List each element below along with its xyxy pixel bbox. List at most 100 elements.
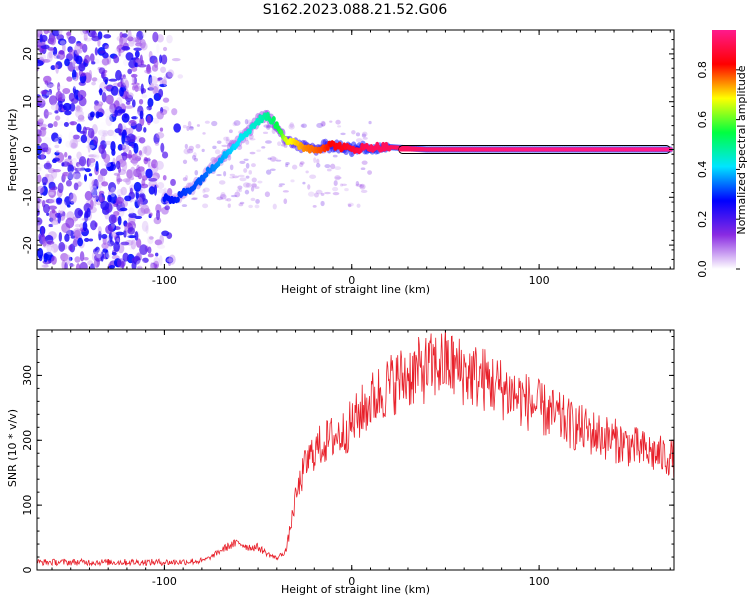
heatmap-cell bbox=[71, 69, 77, 81]
heatmap-cell bbox=[347, 203, 352, 208]
heatmap-cell bbox=[40, 90, 48, 95]
heatmap-cell bbox=[265, 124, 271, 130]
heatmap-cell bbox=[125, 52, 134, 61]
heatmap-cell bbox=[361, 133, 367, 138]
heatmap-cell bbox=[332, 186, 339, 192]
heatmap-cell bbox=[115, 231, 125, 236]
heatmap-cell bbox=[102, 130, 109, 137]
heatmap-cell bbox=[148, 74, 153, 86]
heatmap-cell bbox=[54, 110, 59, 114]
x-tick-label: -100 bbox=[152, 575, 177, 588]
heatmap-cell bbox=[44, 251, 53, 261]
snr-x-axis-label: Height of straight line (km) bbox=[281, 583, 430, 596]
heatmap-cell bbox=[64, 233, 70, 242]
heatmap-cell bbox=[582, 147, 585, 152]
heatmap-cell bbox=[37, 95, 47, 102]
heatmap-cell bbox=[50, 103, 60, 111]
heatmap-cell bbox=[69, 193, 77, 204]
heatmap-cell bbox=[225, 136, 230, 142]
snr-plot-frame bbox=[36, 329, 675, 571]
heatmap-cell bbox=[47, 47, 55, 51]
spectrogram-y-axis-label: Frequency (Hz) bbox=[6, 109, 19, 192]
heatmap-cell bbox=[160, 66, 167, 73]
heatmap-cell bbox=[40, 154, 45, 160]
heatmap-cell bbox=[612, 147, 615, 152]
heatmap-cell bbox=[88, 69, 93, 80]
heatmap-cell bbox=[531, 147, 534, 152]
heatmap-cell bbox=[38, 95, 42, 103]
heatmap-cell bbox=[101, 242, 109, 250]
heatmap-cell bbox=[107, 194, 112, 203]
heatmap-cell bbox=[91, 35, 100, 42]
heatmap-cell bbox=[188, 126, 194, 131]
heatmap-cell bbox=[182, 177, 188, 182]
heatmap-cell bbox=[93, 199, 97, 207]
heatmap-cell bbox=[482, 147, 486, 152]
heatmap-cell bbox=[47, 123, 54, 129]
heatmap-cell bbox=[602, 147, 606, 152]
heatmap-cell bbox=[216, 140, 222, 144]
heatmap-cell bbox=[57, 49, 65, 60]
heatmap-cell bbox=[134, 231, 139, 241]
heatmap-cell bbox=[428, 147, 431, 152]
heatmap-cell bbox=[142, 257, 149, 263]
y-tick-label: 100 bbox=[21, 495, 34, 516]
heatmap-cell bbox=[452, 147, 456, 152]
y-tick-label: -20 bbox=[21, 236, 34, 254]
heatmap-cell bbox=[181, 204, 188, 208]
heatmap-cell bbox=[186, 125, 190, 131]
heatmap-cell bbox=[351, 130, 356, 135]
heatmap-cell bbox=[122, 151, 128, 161]
heatmap-cell bbox=[84, 168, 91, 173]
heatmap-cell bbox=[204, 171, 209, 178]
heatmap-cell bbox=[313, 157, 317, 164]
heatmap-cell bbox=[46, 240, 55, 245]
heatmap-cell bbox=[65, 254, 71, 265]
heatmap-cell bbox=[546, 147, 549, 152]
heatmap-cell bbox=[135, 58, 140, 63]
heatmap-cell bbox=[182, 124, 187, 129]
heatmap-cell bbox=[68, 36, 76, 44]
heatmap-cell bbox=[138, 98, 144, 105]
heatmap-cell bbox=[229, 164, 234, 171]
heatmap-cell bbox=[141, 220, 149, 232]
heatmap-cell bbox=[46, 212, 50, 216]
heatmap-cell bbox=[103, 34, 112, 39]
heatmap-cell bbox=[651, 147, 654, 152]
heatmap-cell bbox=[74, 207, 83, 219]
heatmap-cell bbox=[599, 147, 602, 152]
heatmap-cell bbox=[580, 147, 583, 152]
y-tick-label: 200 bbox=[21, 430, 34, 451]
heatmap-cell bbox=[59, 40, 66, 45]
heatmap-cell bbox=[113, 55, 120, 64]
heatmap-cell bbox=[90, 220, 97, 231]
heatmap-cell bbox=[272, 203, 277, 210]
heatmap-cell bbox=[57, 121, 65, 126]
heatmap-cell bbox=[153, 256, 160, 265]
heatmap-cell bbox=[645, 147, 649, 152]
heatmap-cell bbox=[471, 147, 474, 152]
heatmap-cell bbox=[53, 226, 61, 232]
heatmap-cell bbox=[422, 147, 426, 152]
heatmap-cell bbox=[139, 110, 144, 120]
heatmap-cell bbox=[540, 147, 544, 152]
y-tick-label: 300 bbox=[21, 365, 34, 386]
heatmap-cell bbox=[159, 234, 165, 245]
heatmap-cell bbox=[557, 147, 561, 152]
heatmap-cell bbox=[121, 113, 130, 123]
heatmap-cell bbox=[161, 151, 169, 159]
heatmap-cell bbox=[490, 147, 493, 152]
heatmap-cell bbox=[37, 163, 45, 170]
heatmap-cell bbox=[74, 167, 83, 172]
heatmap-cell bbox=[105, 224, 114, 235]
heatmap-cell bbox=[587, 147, 591, 152]
heatmap-cell bbox=[162, 174, 167, 181]
heatmap-cell bbox=[37, 119, 44, 127]
heatmap-cell bbox=[48, 187, 57, 199]
heatmap-cell bbox=[525, 147, 529, 152]
heatmap-cell bbox=[184, 143, 188, 149]
heatmap-cell bbox=[37, 217, 43, 226]
heatmap-cell bbox=[148, 186, 156, 195]
heatmap-cell bbox=[177, 74, 184, 79]
heatmap-cell bbox=[84, 190, 93, 201]
